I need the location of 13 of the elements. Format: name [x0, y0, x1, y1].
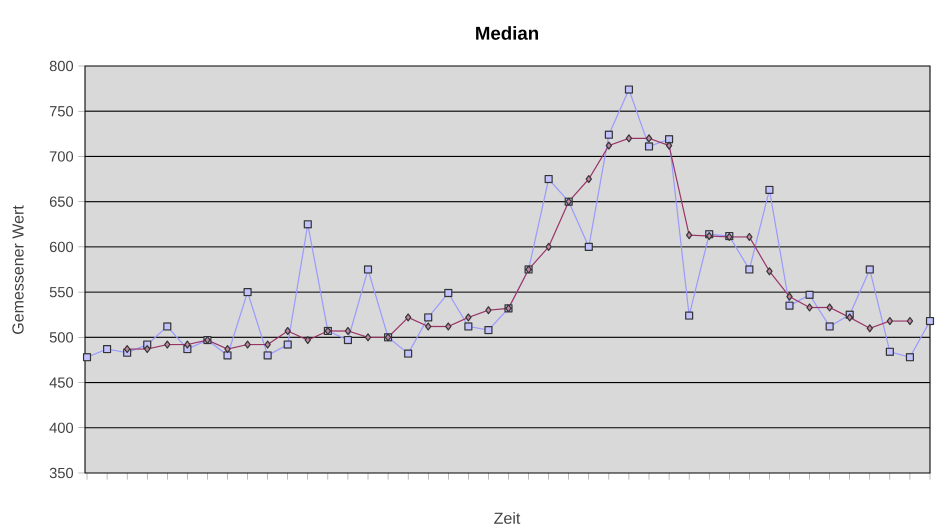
y-tick-label: 550 — [50, 286, 74, 298]
y-tick-label: 650 — [50, 196, 74, 207]
y-tick-label: 700 — [50, 151, 74, 162]
y-axis-title: Gemessener Wert — [12, 205, 24, 334]
y-tick-label: 350 — [50, 468, 74, 478]
y-tick-label: 800 — [50, 60, 74, 72]
chart-title: Median — [476, 26, 538, 40]
y-tick-label: 600 — [50, 242, 74, 252]
y-tick-label: 500 — [50, 332, 74, 343]
x-axis-title: Zeit — [494, 512, 520, 524]
y-tick-label: 750 — [50, 106, 74, 116]
y-tick-label: 450 — [49, 377, 74, 388]
y-tick-label: 400 — [49, 422, 74, 433]
